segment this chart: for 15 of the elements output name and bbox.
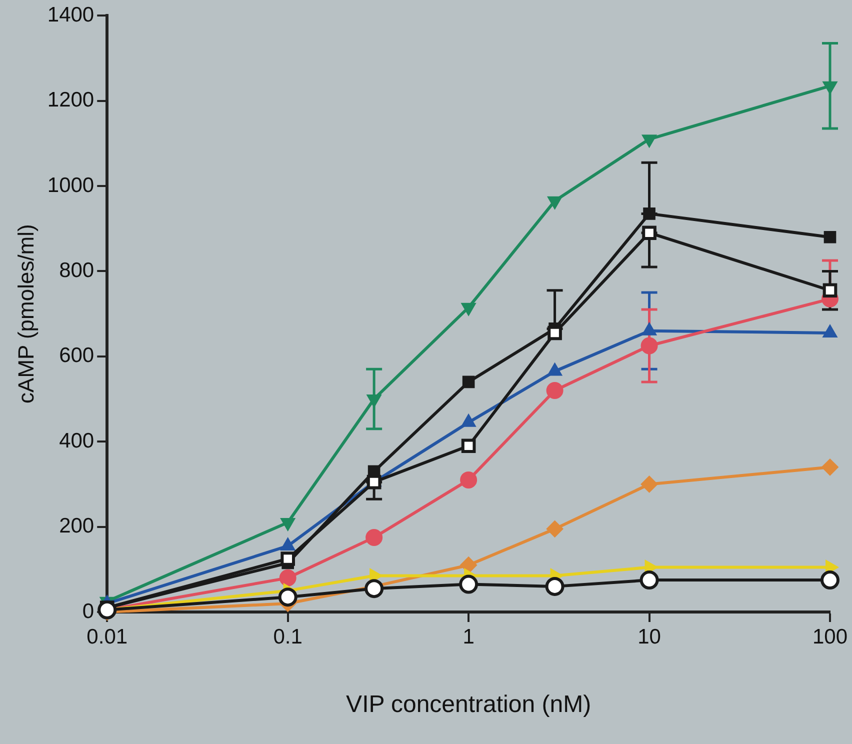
y-tick-label: 0 bbox=[82, 600, 94, 623]
y-tick-label: 1200 bbox=[47, 88, 94, 112]
y-tick-label: 1400 bbox=[47, 3, 94, 26]
x-axis-title: VIP concentration (nM) bbox=[346, 691, 592, 718]
x-tick-label: 1 bbox=[462, 625, 474, 648]
y-tick-label: 800 bbox=[59, 258, 94, 282]
y-tick-label: 600 bbox=[59, 344, 94, 368]
y-axis-title: cAMP (pmoles/ml) bbox=[13, 224, 38, 404]
x-tick-label: 100 bbox=[812, 625, 848, 648]
y-tick-label: 200 bbox=[59, 514, 94, 538]
y-tick-label: 1000 bbox=[47, 174, 94, 197]
y-tick-label: 400 bbox=[59, 429, 94, 452]
x-tick-label: 10 bbox=[638, 625, 661, 648]
x-tick-label: 0.1 bbox=[273, 625, 302, 648]
x-tick-label: 0.01 bbox=[86, 625, 128, 648]
